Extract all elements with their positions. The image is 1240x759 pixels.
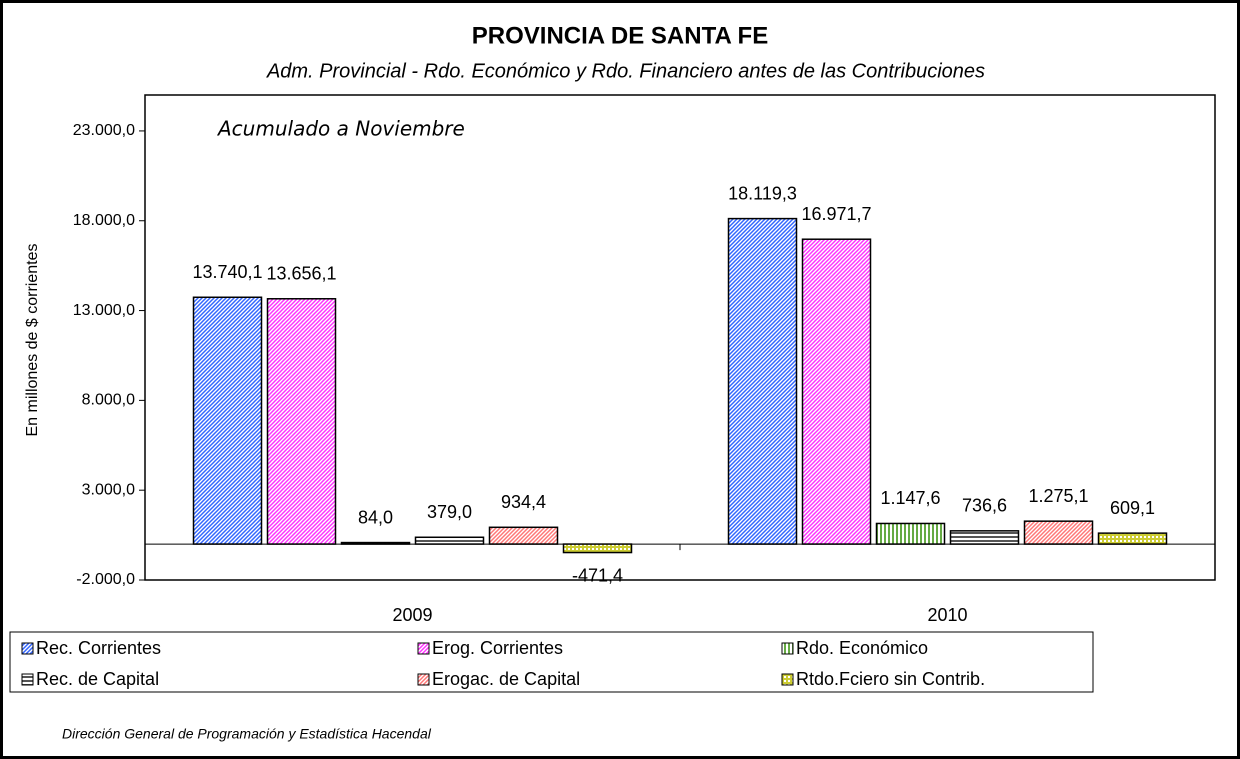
- value-label: 13.740,1: [192, 262, 262, 282]
- bar: [414, 536, 485, 545]
- legend-label: Rec. Corrientes: [36, 638, 161, 658]
- value-label: 736,6: [962, 496, 1007, 516]
- legend-swatch: [781, 642, 794, 655]
- y-axis-label: En millones de $ corrientes: [24, 244, 41, 437]
- bar: [1023, 520, 1094, 545]
- legend-label: Erog. Corrientes: [432, 638, 563, 658]
- legend-label: Rec. de Capital: [36, 669, 159, 689]
- plot-area: [144, 94, 1216, 581]
- bar: [192, 296, 263, 545]
- chart-title: PROVINCIA DE SANTA FE: [472, 22, 768, 49]
- x-tick-label: 2010: [927, 605, 967, 625]
- bar: [266, 298, 337, 545]
- chart-subtitle: Adm. Provincial - Rdo. Económico y Rdo. …: [266, 60, 985, 82]
- value-label: 1.147,6: [880, 488, 940, 508]
- legend-label: Erogac. de Capital: [432, 669, 580, 689]
- bar: [727, 217, 798, 545]
- value-label: 934,4: [501, 492, 546, 512]
- y-tick-label: 18.000,0: [73, 212, 135, 229]
- y-tick-label: -2.000,0: [76, 571, 135, 588]
- legend-swatch: [21, 642, 34, 655]
- bar: [875, 522, 946, 545]
- legend-label: Rdo. Económico: [796, 638, 928, 658]
- value-label: 1.275,1: [1028, 486, 1088, 506]
- y-tick-label: 8.000,0: [82, 392, 135, 409]
- value-label: 84,0: [358, 507, 393, 527]
- bar: [1097, 532, 1168, 545]
- y-tick-label: 23.000,0: [73, 122, 135, 139]
- bar: [562, 543, 633, 554]
- legend-swatch: [21, 673, 34, 686]
- legend-label: Rtdo.Fciero sin Contrib.: [796, 669, 985, 689]
- bar: [488, 526, 559, 545]
- value-label: 379,0: [427, 502, 472, 522]
- legend-swatch: [417, 673, 430, 686]
- legend-swatch: [781, 673, 794, 686]
- value-label: 13.656,1: [266, 264, 336, 284]
- source-note: Dirección General de Programación y Esta…: [62, 726, 432, 742]
- bar: [949, 530, 1020, 545]
- y-tick-label: 3.000,0: [82, 481, 135, 498]
- value-label: 18.119,3: [728, 183, 797, 203]
- value-label: 609,1: [1110, 498, 1155, 518]
- x-tick-label: 2009: [392, 605, 432, 625]
- y-tick-label: 13.000,0: [73, 302, 135, 319]
- bar: [340, 541, 411, 545]
- value-label: 16.971,7: [801, 204, 871, 224]
- legend: [9, 631, 1094, 693]
- legend-swatch: [417, 642, 430, 655]
- value-label: -471,4: [572, 565, 623, 585]
- annotation: Acumulado a Noviembre: [216, 117, 465, 141]
- bar: [801, 238, 872, 545]
